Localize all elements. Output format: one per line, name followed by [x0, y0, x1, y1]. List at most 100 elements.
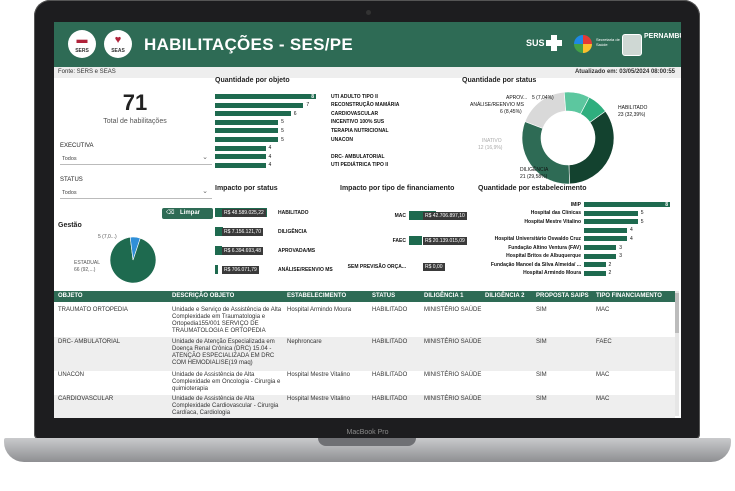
column-header-objeto[interactable]: OBJETO	[58, 293, 83, 299]
status-label-aprov: APROV...	[506, 95, 528, 101]
objeto-bar-value: 8	[311, 93, 314, 100]
cell-objeto: DRC- AMBULATORIAL	[58, 339, 121, 345]
sus-logo-text: SUS	[526, 38, 545, 48]
subheader-bar: Fonte: SERS e SEAS Atualizado em: 03/05/…	[54, 67, 681, 78]
objeto-bar-label: UNACON	[331, 136, 353, 143]
dashboard-screen: ▬ SERS ♥ SEAS HABILITAÇÕES - SES/PE SUS …	[54, 22, 681, 418]
cell-financiamento: MAC	[596, 372, 610, 378]
impacto-status-label: HABILITADO	[278, 210, 309, 216]
estab-bar-value: 4	[630, 227, 633, 234]
table-row[interactable]: CARDIOVASCULAR Unidade de Assistência de…	[54, 395, 675, 418]
limpar-button[interactable]: ⌫ Limpar	[162, 208, 213, 219]
impacto-financ-label: MAC	[394, 213, 406, 219]
status-label-analise: ANÁLISE/REENVIO MS	[470, 102, 524, 108]
objeto-bar	[215, 119, 279, 125]
bed-icon: ▬	[76, 34, 88, 46]
status-label-inativo: INATIVO	[482, 138, 502, 144]
column-header-financiamento[interactable]: TIPO FINANCIAMENTO	[596, 293, 662, 299]
estab-bar	[584, 245, 617, 250]
sus-cross-icon	[546, 35, 562, 51]
status-chart-title: Quantidade por status	[462, 77, 537, 84]
estab-chart-title: Quantidade por estabelecimento	[478, 185, 587, 192]
impacto-status-label: ANÁLISE/REENVIO MS	[278, 267, 333, 273]
cell-status: HABILITADO	[372, 396, 408, 402]
table-row[interactable]: DRC- AMBULATORIAL Unidade de Atenção Esp…	[54, 337, 675, 371]
cell-status: HABILITADO	[372, 307, 408, 313]
objeto-bar-value: 4	[268, 145, 272, 152]
objeto-bar-label: INCENTIVO 100% SUS	[331, 119, 385, 126]
cell-saips: SIM	[536, 396, 547, 402]
impacto-financ-bar	[409, 236, 422, 245]
gestao-label-big-name: ESTADUAL	[74, 260, 101, 266]
estab-bar	[584, 219, 638, 225]
table-row[interactable]: TRAUMATO ORTOPEDIA Unidade e Serviço de …	[54, 305, 675, 337]
objeto-bar-label: CARDIOVASCULAR	[331, 110, 379, 117]
fonte-label: Fonte: SERS e SEAS	[58, 69, 116, 75]
cell-estabelecimento: Hospital Mestre Vitalino	[287, 372, 350, 378]
table-header: OBJETO DESCRIÇÃO OBJETO ESTABELECIMENTO …	[54, 291, 675, 302]
gestao-label-small: 5 (7,0...)	[98, 234, 117, 240]
status-value-inativo: 12 (16,9%)	[478, 145, 503, 151]
cell-objeto: TRAUMATO ORTOPEDIA	[58, 307, 128, 313]
table-scrollbar[interactable]	[675, 291, 679, 416]
column-header-saips[interactable]: PROPOSTA SAIPS	[536, 293, 589, 299]
estab-bar-label: Fundação Manoel da Silva Almeida/ ...	[490, 261, 581, 268]
pernambuco-seal-icon	[622, 34, 642, 56]
executiva-filter-select[interactable]: Todos ⌄	[60, 153, 212, 165]
cell-estabelecimento: Nephroncare	[287, 339, 322, 345]
cell-descricao: Unidade de Assistência de Alta Complexid…	[172, 372, 281, 392]
cell-diligencia1: MINISTÉRIO SAÚDE	[424, 372, 482, 378]
status-filter-select[interactable]: Todos ⌄	[60, 187, 212, 199]
estab-bar-value: 2	[608, 270, 612, 277]
secretaria-logo-icon	[574, 35, 592, 53]
status-filter-value: Todos	[62, 190, 77, 196]
impacto-financ-value: R$ 42.706.897,10	[423, 211, 467, 220]
estab-bar	[584, 210, 638, 216]
table-row[interactable]: UNACON Unidade de Assistência de Alta Co…	[54, 371, 675, 395]
laptop-notch	[318, 438, 416, 446]
estab-bar-label: IMIP	[570, 201, 581, 208]
cell-status: HABILITADO	[372, 339, 408, 345]
cell-financiamento: MAC	[596, 307, 610, 313]
status-slice	[568, 110, 615, 185]
seas-logo: ♥ SEAS	[104, 30, 132, 58]
cell-status: HABILITADO	[372, 372, 408, 378]
objeto-bar	[215, 102, 304, 108]
status-value-habilitado: 23 (32,39%)	[618, 112, 646, 118]
estab-bar-value: 3	[619, 253, 623, 260]
sers-logo-label: SERS	[75, 48, 89, 54]
estab-bar	[584, 253, 617, 259]
page-title: HABILITAÇÕES - SES/PE	[144, 35, 354, 54]
estab-bar	[584, 262, 606, 268]
estab-bar-label: Hospital das Clínicas	[530, 210, 581, 217]
objeto-bar-value: 5	[281, 136, 284, 143]
header-bar: ▬ SERS ♥ SEAS HABILITAÇÕES - SES/PE SUS …	[54, 22, 681, 67]
cell-financiamento: FAEC	[596, 339, 612, 345]
gestao-slice	[129, 236, 141, 261]
objeto-bar	[215, 94, 316, 99]
objeto-bar-label: TERAPIA NUTRICIONAL	[331, 127, 389, 134]
estab-bar	[584, 227, 627, 233]
objeto-bar	[215, 111, 291, 117]
cell-saips: SIM	[536, 307, 547, 313]
total-kpi-label: Total de habilitações	[103, 118, 167, 125]
column-header-diligencia1[interactable]: DILIGÊNCIA 1	[424, 293, 464, 299]
status-slice	[580, 96, 606, 123]
column-header-estabelecimento[interactable]: ESTABELECIMENTO	[287, 293, 347, 299]
column-header-status[interactable]: STATUS	[372, 293, 396, 299]
executiva-filter-label: EXECUTIVA	[60, 143, 94, 149]
objeto-bar-value: 5	[281, 127, 284, 134]
cell-diligencia1: MINISTÉRIO SAÚDE	[424, 307, 482, 313]
limpar-label: Limpar	[180, 210, 201, 216]
estab-bar-label: Hospital Universitário Oswaldo Cruz	[494, 235, 581, 242]
heart-icon: ♥	[114, 34, 122, 46]
column-header-descricao[interactable]: DESCRIÇÃO OBJETO	[172, 293, 235, 299]
estab-bar	[584, 270, 606, 276]
estab-bar-value: 5	[640, 218, 644, 225]
objeto-bar-value: 5	[281, 119, 284, 126]
estab-bar-label: Hospital Mestre Vitalino	[524, 218, 581, 225]
column-header-diligencia2[interactable]: DILIGÊNCIA 2	[485, 293, 525, 299]
scrollbar-thumb[interactable]	[675, 293, 679, 333]
impacto-status-value: R$ 48.589.025,22	[222, 208, 266, 217]
impacto-status-label: DILIGÊNCIA	[278, 229, 307, 235]
